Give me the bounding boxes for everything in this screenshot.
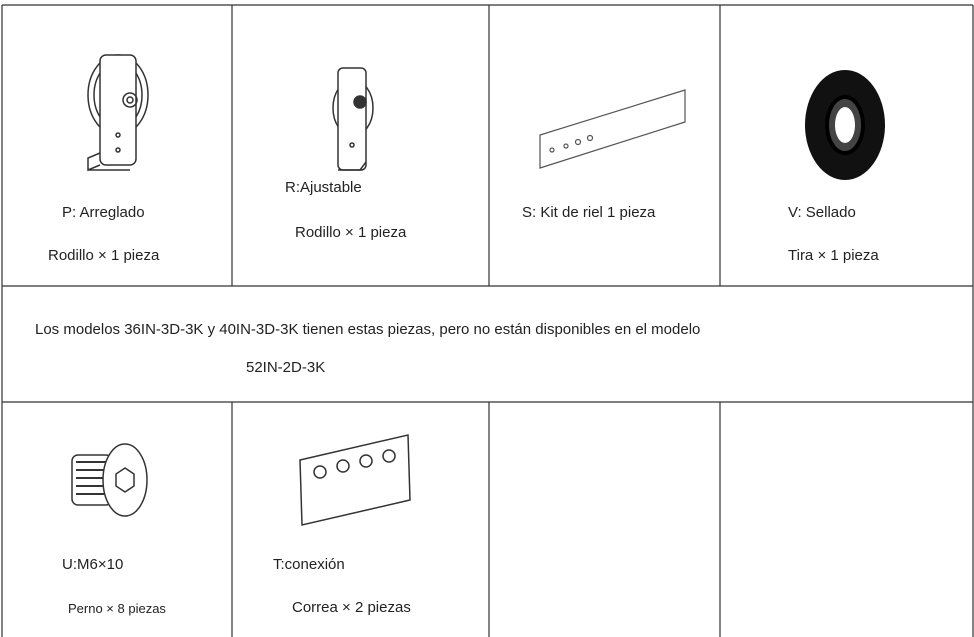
cell-text: Perno × 8 piezas (68, 601, 166, 616)
cell-text: R:Ajustable (285, 179, 362, 196)
table-borders (1, 4, 974, 637)
roller-fixed-icon (87, 54, 149, 172)
cell-text: T:conexión (273, 556, 345, 573)
cell-text: Rodillo × 1 pieza (295, 224, 407, 241)
seal-strip-icon (805, 70, 885, 180)
cell-text: V: Sellado (788, 204, 856, 221)
cell-text: U:M6×10 (62, 556, 124, 573)
cell-text: Correa × 2 piezas (292, 599, 411, 616)
cell-text: Tira × 1 pieza (788, 247, 879, 264)
cell-text: P: Arreglado (62, 204, 145, 221)
note-text: 52IN-2D-3K (246, 359, 326, 376)
strap-plate-icon (299, 434, 411, 526)
rail-icon (539, 89, 686, 169)
cell-text: Rodillo × 1 pieza (48, 247, 160, 264)
roller-adjustable-icon (332, 67, 374, 171)
note-text: Los modelos 36IN-3D-3K y 40IN-3D-3K tien… (35, 321, 701, 338)
bolt-icon (71, 443, 148, 517)
cell-text: S: Kit de riel 1 pieza (522, 204, 656, 221)
